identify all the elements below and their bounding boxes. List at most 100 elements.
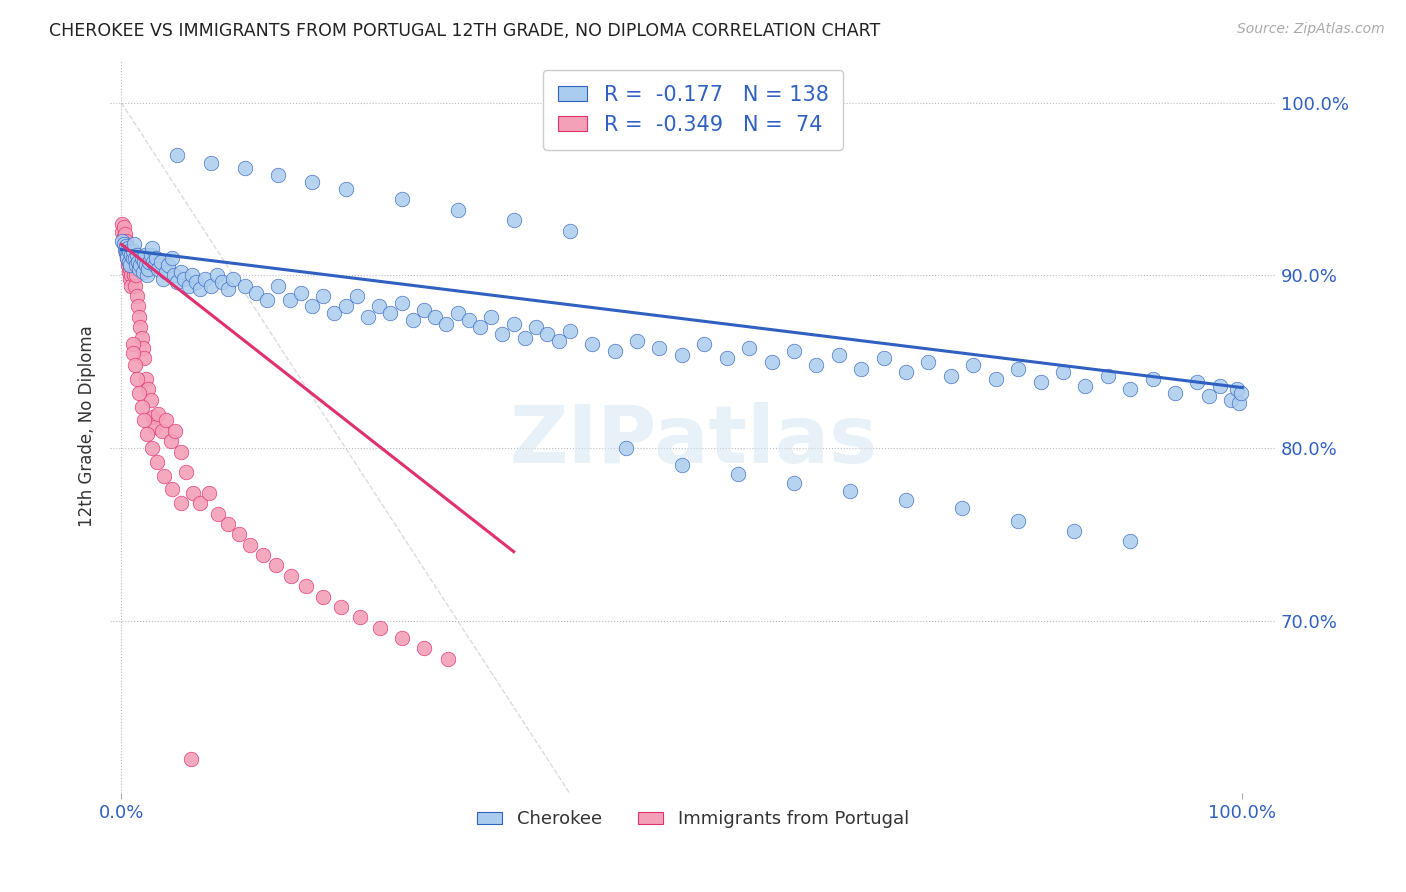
Point: [170, 265, 193, 279]
Point: [125, 248, 148, 262]
Point: [872, 351, 894, 366]
Point: [138, 254, 160, 268]
Point: [121, 346, 143, 360]
Point: [536, 327, 558, 342]
Point: [173, 272, 195, 286]
Point: [1119, 534, 1142, 549]
Point: [128, 310, 150, 324]
Point: [142, 254, 165, 268]
Point: [148, 261, 170, 276]
Point: [194, 272, 217, 286]
Point: [143, 420, 166, 434]
Point: [839, 484, 862, 499]
Point: [148, 407, 170, 421]
Point: [380, 306, 402, 320]
Point: [558, 223, 581, 237]
Point: [984, 372, 1007, 386]
Point: [1119, 382, 1142, 396]
Point: [115, 244, 138, 259]
Point: [614, 441, 637, 455]
Point: [211, 275, 233, 289]
Point: [124, 251, 146, 265]
Point: [222, 272, 245, 286]
Point: [181, 486, 204, 500]
Point: [1198, 389, 1220, 403]
Point: [346, 289, 368, 303]
Point: [114, 237, 136, 252]
Point: [457, 313, 479, 327]
Point: [177, 278, 200, 293]
Point: [115, 241, 138, 255]
Point: [368, 621, 391, 635]
Point: [135, 372, 157, 386]
Point: [1074, 379, 1097, 393]
Point: [200, 156, 222, 170]
Point: [290, 285, 312, 300]
Point: [851, 361, 873, 376]
Point: [125, 258, 148, 272]
Point: [142, 409, 165, 424]
Point: [155, 265, 177, 279]
Point: [1226, 382, 1249, 396]
Point: [134, 248, 156, 262]
Point: [425, 310, 447, 324]
Point: [112, 237, 135, 252]
Point: [413, 641, 436, 656]
Point: [1097, 368, 1119, 383]
Point: [136, 261, 159, 276]
Point: [152, 272, 174, 286]
Point: [131, 251, 153, 265]
Point: [1063, 524, 1085, 538]
Point: [128, 385, 150, 400]
Point: [1220, 392, 1243, 407]
Point: [118, 254, 141, 268]
Text: CHEROKEE VS IMMIGRANTS FROM PORTUGAL 12TH GRADE, NO DIPLOMA CORRELATION CHART: CHEROKEE VS IMMIGRANTS FROM PORTUGAL 12T…: [49, 22, 880, 40]
Point: [115, 239, 138, 253]
Point: [181, 268, 204, 283]
Point: [626, 334, 648, 348]
Point: [245, 285, 267, 300]
Point: [280, 569, 302, 583]
Point: [1209, 379, 1232, 393]
Point: [141, 241, 163, 255]
Point: [436, 651, 458, 665]
Point: [301, 300, 323, 314]
Point: [131, 265, 153, 279]
Point: [1227, 396, 1250, 410]
Point: [121, 244, 143, 259]
Legend: Cherokee, Immigrants from Portugal: Cherokee, Immigrants from Portugal: [470, 803, 917, 836]
Point: [150, 424, 173, 438]
Point: [391, 631, 413, 645]
Point: [115, 246, 138, 260]
Point: [125, 372, 148, 386]
Point: [176, 465, 198, 479]
Point: [118, 244, 141, 259]
Point: [129, 258, 152, 272]
Point: [1164, 385, 1187, 400]
Point: [391, 193, 413, 207]
Point: [828, 348, 851, 362]
Point: [479, 310, 502, 324]
Point: [149, 254, 172, 268]
Point: [121, 248, 143, 262]
Point: [581, 337, 603, 351]
Point: [121, 258, 143, 272]
Point: [136, 382, 159, 396]
Point: [132, 351, 155, 366]
Point: [114, 227, 136, 241]
Point: [160, 251, 183, 265]
Point: [170, 496, 193, 510]
Point: [120, 248, 142, 262]
Point: [323, 306, 346, 320]
Point: [166, 147, 188, 161]
Point: [112, 230, 135, 244]
Point: [114, 243, 136, 257]
Point: [1187, 376, 1209, 390]
Point: [205, 268, 228, 283]
Point: [118, 254, 141, 268]
Point: [115, 248, 138, 262]
Point: [252, 548, 274, 562]
Point: [186, 275, 208, 289]
Point: [502, 213, 524, 227]
Point: [157, 258, 180, 272]
